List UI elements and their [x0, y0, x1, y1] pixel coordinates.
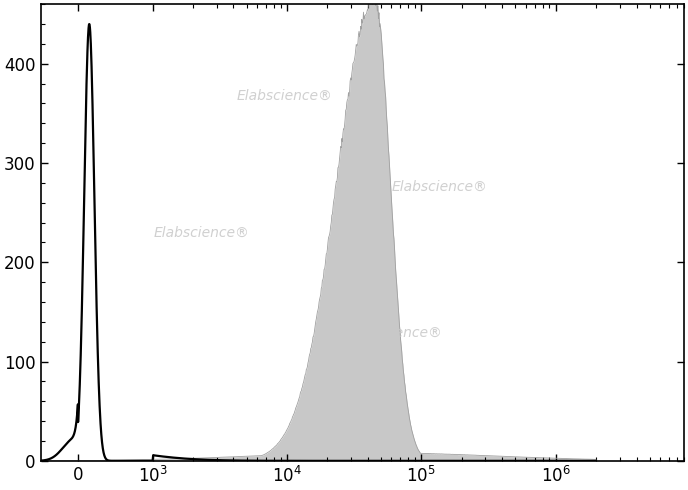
Text: Elabscience®: Elabscience®	[237, 89, 333, 102]
Text: Elabscience®: Elabscience®	[391, 180, 487, 194]
Text: Elabscience®: Elabscience®	[347, 326, 442, 340]
Text: Elabscience®: Elabscience®	[153, 225, 249, 240]
